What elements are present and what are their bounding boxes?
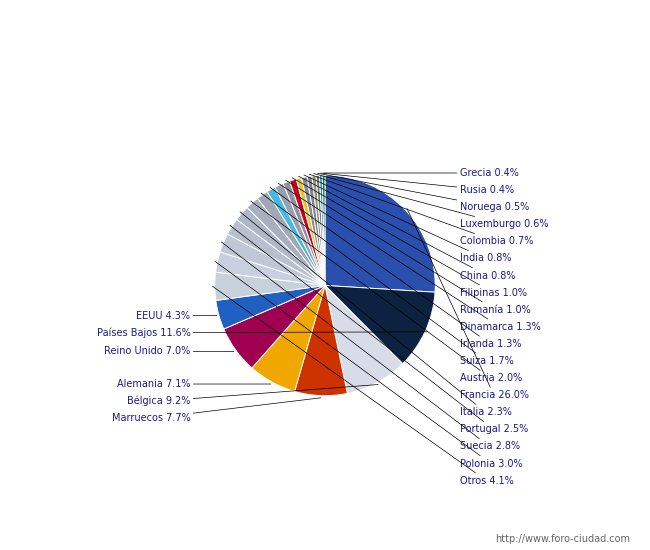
Text: Noruega 0.5%: Noruega 0.5% bbox=[318, 173, 528, 212]
Text: China 0.8%: China 0.8% bbox=[298, 176, 515, 280]
Text: Luxemburgo 0.6%: Luxemburgo 0.6% bbox=[314, 174, 548, 229]
Text: Rumanía 1.0%: Rumanía 1.0% bbox=[285, 180, 530, 315]
Wedge shape bbox=[275, 184, 325, 285]
Wedge shape bbox=[220, 234, 325, 285]
Wedge shape bbox=[296, 178, 325, 285]
Wedge shape bbox=[283, 181, 325, 285]
Text: Motril - Turistas extranjeros según país - Agosto de 2024: Motril - Turistas extranjeros según país… bbox=[75, 12, 575, 29]
Wedge shape bbox=[325, 285, 435, 364]
Wedge shape bbox=[316, 175, 325, 285]
Text: Suecia 2.8%: Suecia 2.8% bbox=[221, 242, 519, 452]
Wedge shape bbox=[322, 175, 325, 285]
Text: Alemania 7.1%: Alemania 7.1% bbox=[117, 379, 271, 389]
Wedge shape bbox=[227, 219, 325, 285]
Text: India 0.8%: India 0.8% bbox=[304, 175, 511, 263]
Wedge shape bbox=[257, 191, 325, 285]
Text: Suiza 1.7%: Suiza 1.7% bbox=[261, 193, 514, 366]
Text: Marruecos 7.7%: Marruecos 7.7% bbox=[112, 398, 320, 423]
Text: Filipinas 1.0%: Filipinas 1.0% bbox=[292, 178, 526, 298]
Text: http://www.foro-ciudad.com: http://www.foro-ciudad.com bbox=[495, 534, 630, 544]
Wedge shape bbox=[214, 272, 325, 300]
Text: Bélgica 9.2%: Bélgica 9.2% bbox=[127, 384, 378, 406]
Wedge shape bbox=[224, 285, 325, 368]
Wedge shape bbox=[294, 285, 347, 395]
Text: Francia 26.0%: Francia 26.0% bbox=[407, 208, 528, 400]
Text: Italia 2.3%: Italia 2.3% bbox=[240, 212, 512, 417]
Wedge shape bbox=[252, 285, 325, 392]
Wedge shape bbox=[216, 252, 325, 285]
Wedge shape bbox=[267, 187, 325, 285]
Text: Reino Unido 7.0%: Reino Unido 7.0% bbox=[104, 346, 234, 356]
Wedge shape bbox=[302, 177, 325, 285]
Text: Dinamarca 1.3%: Dinamarca 1.3% bbox=[278, 183, 540, 332]
Text: Países Bajos 11.6%: Países Bajos 11.6% bbox=[97, 327, 428, 338]
Text: Austria 2.0%: Austria 2.0% bbox=[251, 201, 522, 383]
Text: Portugal 2.5%: Portugal 2.5% bbox=[230, 226, 528, 434]
Wedge shape bbox=[319, 175, 325, 285]
Wedge shape bbox=[216, 285, 325, 329]
Text: Polonia 3.0%: Polonia 3.0% bbox=[215, 261, 522, 469]
Wedge shape bbox=[247, 199, 325, 285]
Text: Irlanda 1.3%: Irlanda 1.3% bbox=[270, 188, 521, 349]
Text: Colombia 0.7%: Colombia 0.7% bbox=[309, 174, 533, 246]
Wedge shape bbox=[290, 179, 325, 285]
Wedge shape bbox=[237, 207, 325, 285]
Text: Otros 4.1%: Otros 4.1% bbox=[213, 287, 514, 486]
Text: Rusia 0.4%: Rusia 0.4% bbox=[320, 173, 514, 195]
Text: Grecia 0.4%: Grecia 0.4% bbox=[324, 168, 519, 178]
Wedge shape bbox=[312, 175, 325, 285]
Wedge shape bbox=[325, 285, 402, 393]
Wedge shape bbox=[307, 176, 325, 285]
Wedge shape bbox=[325, 175, 436, 292]
Text: EEUU 4.3%: EEUU 4.3% bbox=[136, 311, 216, 321]
